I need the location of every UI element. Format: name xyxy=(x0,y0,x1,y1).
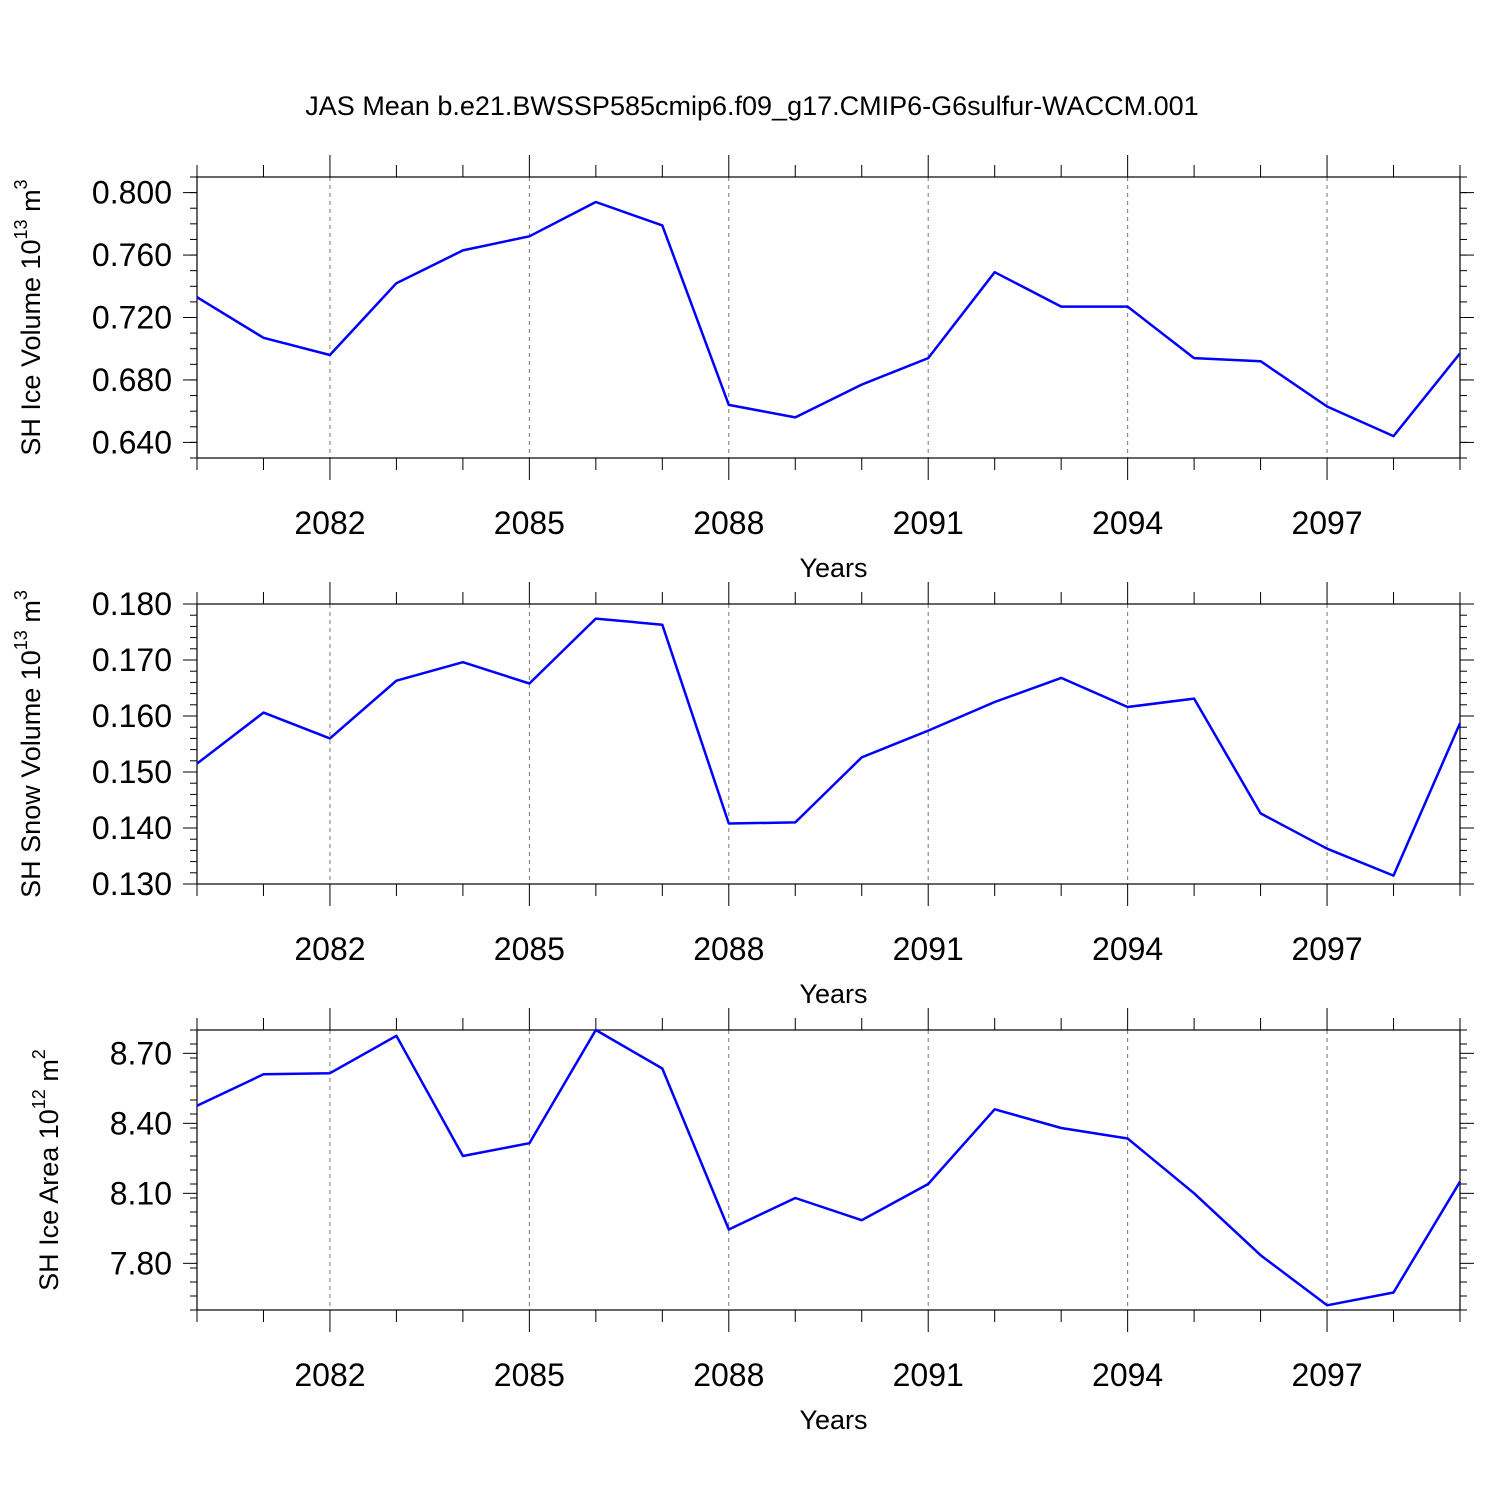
x-axis-label: Years xyxy=(799,553,867,583)
y-axis-label-unit: m xyxy=(34,1059,64,1089)
y-axis-label-unit-exponent: 2 xyxy=(29,1049,49,1059)
y-axis-label-main: SH Snow Volume 10 xyxy=(16,650,46,898)
y-tick-label: 0.800 xyxy=(92,175,172,211)
x-tick-labels: 2082 2085 2088 2091 2094 2097 xyxy=(294,505,1362,541)
y-tick-labels: 0.130 0.140 0.150 0.160 0.170 0.180 xyxy=(92,586,172,902)
y-tick-label: 0.150 xyxy=(92,754,172,790)
y-axis-label-unit-exponent: 3 xyxy=(11,179,31,189)
x-tick-label: 2085 xyxy=(494,1357,565,1393)
y-tick-label: 0.640 xyxy=(92,424,172,460)
tick-marks xyxy=(183,1008,1474,1332)
y-tick-label: 0.760 xyxy=(92,237,172,273)
x-tick-label: 2091 xyxy=(893,505,964,541)
series-line xyxy=(196,200,1461,438)
x-tick-label: 2097 xyxy=(1291,505,1362,541)
x-tick-labels: 2082 2085 2088 2091 2094 2097 xyxy=(294,1357,1362,1393)
y-tick-label: 8.40 xyxy=(110,1105,172,1141)
x-tick-label: 2082 xyxy=(294,1357,365,1393)
x-tick-label: 2094 xyxy=(1092,505,1163,541)
series-line xyxy=(196,617,1462,877)
x-axis-label: Years xyxy=(799,979,867,1009)
plot-frame xyxy=(196,603,1461,885)
y-tick-labels: 0.640 0.680 0.720 0.760 0.800 xyxy=(92,175,172,461)
y-axis-label-exponent: 12 xyxy=(29,1089,49,1109)
y-tick-label: 0.170 xyxy=(92,642,172,678)
x-tick-label: 2094 xyxy=(1092,1357,1163,1393)
x-tick-label: 2097 xyxy=(1291,931,1362,967)
x-tick-labels: 2082 2085 2088 2091 2094 2097 xyxy=(294,931,1362,967)
x-tick-label: 2085 xyxy=(494,931,565,967)
grid-lines xyxy=(329,1030,1328,1310)
x-tick-label: 2088 xyxy=(693,505,764,541)
plot-frame xyxy=(196,1029,1461,1311)
x-axis-label: Years xyxy=(799,1405,867,1435)
y-axis-label-unit-exponent: 3 xyxy=(11,590,31,600)
x-tick-label: 2082 xyxy=(294,505,365,541)
x-tick-label: 2088 xyxy=(693,1357,764,1393)
y-tick-label: 0.140 xyxy=(92,810,172,846)
series-line xyxy=(196,1028,1462,1307)
y-axis-label: SH Ice Volume 1013 m3 xyxy=(11,179,46,455)
x-tick-label: 2085 xyxy=(494,505,565,541)
grid-lines xyxy=(329,177,1328,458)
plot-frame xyxy=(196,176,1461,459)
y-tick-label: 0.130 xyxy=(92,866,172,902)
panel-ice-area: 7.80 8.10 8.40 8.70 2082 2085 2088 2091 2094 209… xyxy=(29,1008,1474,1435)
y-tick-labels: 7.80 8.10 8.40 8.70 xyxy=(110,1035,172,1281)
x-tick-label: 2082 xyxy=(294,931,365,967)
y-axis-label-main: SH Ice Volume 10 xyxy=(16,239,46,455)
y-tick-label: 8.10 xyxy=(110,1175,172,1211)
x-tick-label: 2094 xyxy=(1092,931,1163,967)
y-axis-label: SH Ice Area 1012 m2 xyxy=(29,1049,64,1291)
y-tick-label: 0.720 xyxy=(92,300,172,336)
y-tick-label: 0.680 xyxy=(92,362,172,398)
y-axis-label-exponent: 13 xyxy=(11,219,31,239)
y-axis-label-unit: m xyxy=(16,189,46,219)
x-tick-label: 2091 xyxy=(893,931,964,967)
tick-marks xyxy=(183,582,1474,906)
x-tick-label: 2091 xyxy=(893,1357,964,1393)
y-axis-label-main: SH Ice Area 10 xyxy=(34,1109,64,1291)
y-tick-label: 8.70 xyxy=(110,1035,172,1071)
tick-marks xyxy=(183,155,1474,480)
y-axis-label-exponent: 13 xyxy=(11,630,31,650)
y-axis-label-unit: m xyxy=(16,600,46,630)
y-tick-label: 0.160 xyxy=(92,698,172,734)
chart-title: JAS Mean b.e21.BWSSP585cmip6.f09_g17.CMI… xyxy=(305,91,1198,121)
x-tick-label: 2088 xyxy=(693,931,764,967)
y-axis-label: SH Snow Volume 1013 m3 xyxy=(11,590,46,898)
grid-lines xyxy=(329,604,1328,884)
y-tick-label: 0.180 xyxy=(92,586,172,622)
y-tick-label: 7.80 xyxy=(110,1245,172,1281)
x-tick-label: 2097 xyxy=(1291,1357,1362,1393)
